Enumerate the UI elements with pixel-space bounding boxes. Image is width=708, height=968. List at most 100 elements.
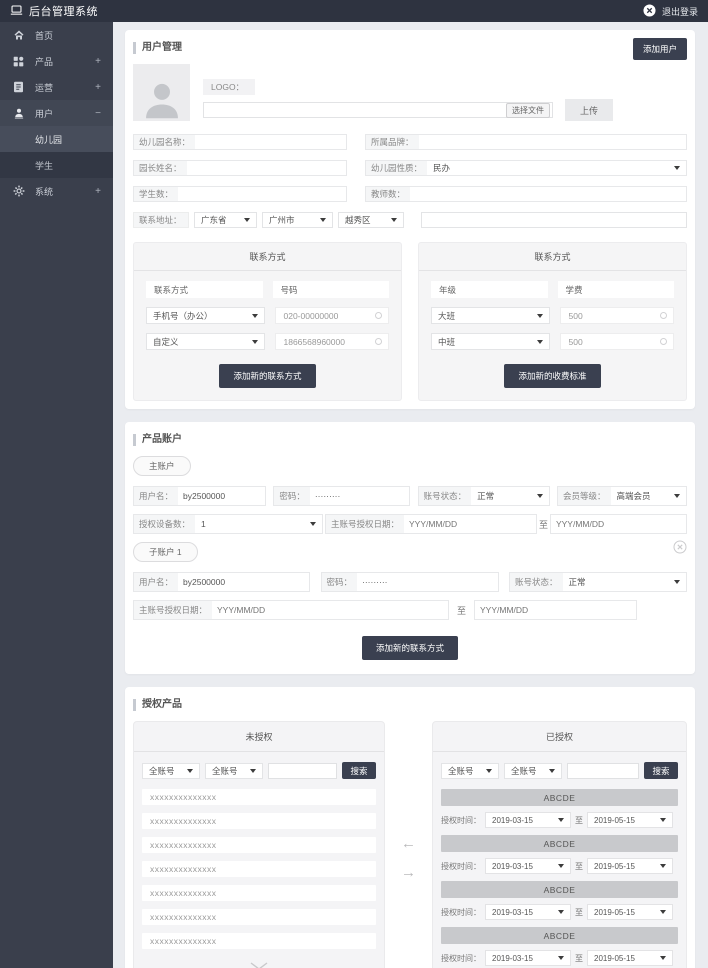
search-input[interactable]	[567, 762, 639, 779]
auth-to-date-select[interactable]: 2019-05-15	[587, 904, 673, 920]
tuition-value[interactable]: 500	[559, 333, 674, 350]
devices-select[interactable]: 1	[195, 515, 322, 533]
logout-button[interactable]: 退出登录	[643, 3, 698, 19]
product-list-item[interactable]: xxxxxxxxxxxxxx	[142, 837, 376, 853]
contact-type-select[interactable]: 手机号（办公）	[146, 307, 265, 324]
member-level-select[interactable]: 高端会员	[610, 487, 686, 505]
sub-username-input[interactable]	[178, 573, 309, 591]
search-button[interactable]: 搜索	[342, 762, 376, 779]
search-button[interactable]: 搜索	[644, 762, 678, 779]
auth-from-date-select[interactable]: 2019-03-15	[485, 812, 571, 828]
product-list-item[interactable]: xxxxxxxxxxxxxx	[142, 909, 376, 925]
teachers-count-input[interactable]	[410, 187, 686, 201]
auth-to-date-select[interactable]: 2019-05-15	[587, 858, 673, 874]
choose-file-button[interactable]: 选择文件	[506, 102, 550, 118]
chevron-down-icon	[250, 768, 256, 773]
sub-auth-date-from-input[interactable]	[212, 601, 448, 619]
sub-password-input[interactable]	[357, 573, 498, 591]
district-select[interactable]: 越秀区	[338, 212, 404, 228]
auth-to-date-select[interactable]: 2019-05-15	[587, 950, 673, 966]
username-label: 用户名：	[134, 487, 179, 505]
sidebar-item-system[interactable]: 系统 +	[0, 178, 113, 204]
principal-input[interactable]	[186, 161, 346, 175]
authorized-product-bar[interactable]: ABCDE	[441, 927, 678, 944]
status-select[interactable]: 正常	[471, 487, 549, 505]
sub-status-field: 账号状态： 正常	[509, 572, 687, 592]
auth-time-label: 授权时间：	[441, 907, 481, 917]
auth-from-date-select[interactable]: 2019-03-15	[485, 858, 571, 874]
logout-icon[interactable]	[643, 3, 656, 19]
authorized-product-card: 授权产品 未授权 全账号 全账号 搜索 xxxxxxxxxxxxxx xxxxx…	[125, 687, 695, 968]
city-select[interactable]: 广州市	[262, 212, 333, 228]
auth-from-date-select[interactable]: 2019-03-15	[485, 904, 571, 920]
tuition-header: 学费	[557, 281, 674, 298]
move-right-arrow-icon[interactable]: →	[401, 864, 416, 881]
account-filter-select[interactable]: 全账号	[441, 762, 499, 779]
username-input[interactable]	[178, 487, 265, 505]
product-list-item[interactable]: xxxxxxxxxxxxxx	[142, 789, 376, 805]
nature-select[interactable]: 民办	[427, 161, 686, 175]
chevron-down-icon	[558, 864, 564, 868]
auth-date-field: 主账号授权日期：	[324, 514, 537, 534]
collapse-minus-icon[interactable]: −	[95, 107, 101, 119]
add-fee-button[interactable]: 添加新的收费标准	[504, 364, 601, 388]
product-list-item[interactable]: xxxxxxxxxxxxxx	[142, 885, 376, 901]
students-count-input[interactable]	[178, 187, 346, 201]
brand-input[interactable]	[418, 135, 686, 149]
logo-file-input[interactable]: 选择文件	[203, 102, 553, 118]
close-icon[interactable]	[673, 540, 687, 556]
auth-to-date-select[interactable]: 2019-05-15	[587, 812, 673, 828]
password-input[interactable]	[309, 487, 410, 505]
expand-plus-icon[interactable]: +	[95, 55, 101, 67]
kindergarten-name-input[interactable]	[195, 135, 346, 149]
chevron-down-icon[interactable]	[142, 957, 376, 968]
province-select[interactable]: 广东省	[194, 212, 257, 228]
upload-button[interactable]: 上传	[565, 99, 613, 121]
sidebar-subitem-kindergarten[interactable]: 幼儿园	[0, 126, 113, 152]
chevron-down-icon	[660, 910, 666, 914]
expand-plus-icon[interactable]: +	[95, 185, 101, 197]
account-filter-select[interactable]: 全账号	[504, 762, 562, 779]
sub-auth-date-to-input[interactable]	[475, 601, 637, 619]
sidebar-item-home[interactable]: 首页	[0, 22, 113, 48]
product-list-item[interactable]: xxxxxxxxxxxxxx	[142, 861, 376, 877]
nature-field: 幼儿园性质： 民办	[365, 160, 687, 176]
grade-select[interactable]: 中班	[431, 333, 550, 350]
product-list-item[interactable]: xxxxxxxxxxxxxx	[142, 933, 376, 949]
search-input[interactable]	[268, 762, 337, 779]
add-user-button[interactable]: 添加用户	[632, 38, 687, 60]
authorized-product-bar[interactable]: ABCDE	[441, 835, 678, 852]
brand-label: 所属品牌：	[366, 135, 419, 149]
move-left-arrow-icon[interactable]: ←	[401, 835, 416, 852]
tuition-value[interactable]: 500	[559, 307, 674, 324]
sub-account-block: 子账户 1 用户名： 密码： 账号状态： 正常	[133, 540, 687, 620]
address-detail-input[interactable]	[421, 212, 687, 228]
teachers-count-field: 教师数：	[365, 186, 687, 202]
auth-time-label: 授权时间：	[441, 953, 481, 963]
contact-type-select[interactable]: 自定义	[146, 333, 265, 350]
contact-panel: 联系方式 联系方式 号码 手机号（办公） 020-00000000	[133, 242, 402, 401]
avatar[interactable]	[133, 64, 190, 121]
sidebar-subitem-student[interactable]: 学生	[35, 160, 54, 171]
authorized-product-bar[interactable]: ABCDE	[441, 881, 678, 898]
contact-number-value[interactable]: 020-00000000	[274, 307, 389, 324]
account-filter-select[interactable]: 全账号	[205, 762, 263, 779]
authorized-product-bar[interactable]: ABCDE	[441, 789, 678, 806]
product-list-item[interactable]: xxxxxxxxxxxxxx	[142, 813, 376, 829]
sidebar-item-user[interactable]: 用户 −	[0, 100, 113, 126]
chevron-down-icon	[660, 818, 666, 822]
logout-label[interactable]: 退出登录	[661, 6, 698, 17]
auth-from-date-select[interactable]: 2019-03-15	[485, 950, 571, 966]
add-contact-button[interactable]: 添加新的联系方式	[219, 364, 316, 388]
account-filter-select[interactable]: 全账号	[142, 762, 200, 779]
auth-date-to-input[interactable]	[550, 515, 686, 533]
sidebar-item-operation[interactable]: 运营 +	[0, 74, 113, 100]
expand-plus-icon[interactable]: +	[95, 81, 101, 93]
topbar: 后台管理系统 退出登录	[0, 0, 708, 22]
sidebar-item-product[interactable]: 产品 +	[0, 48, 113, 74]
sub-status-select[interactable]: 正常	[562, 573, 686, 591]
add-contact-button[interactable]: 添加新的联系方式	[361, 636, 458, 660]
grade-select[interactable]: 大班	[431, 307, 550, 324]
auth-date-from-input[interactable]	[404, 515, 536, 533]
contact-number-value[interactable]: 1866568960000	[274, 333, 389, 350]
